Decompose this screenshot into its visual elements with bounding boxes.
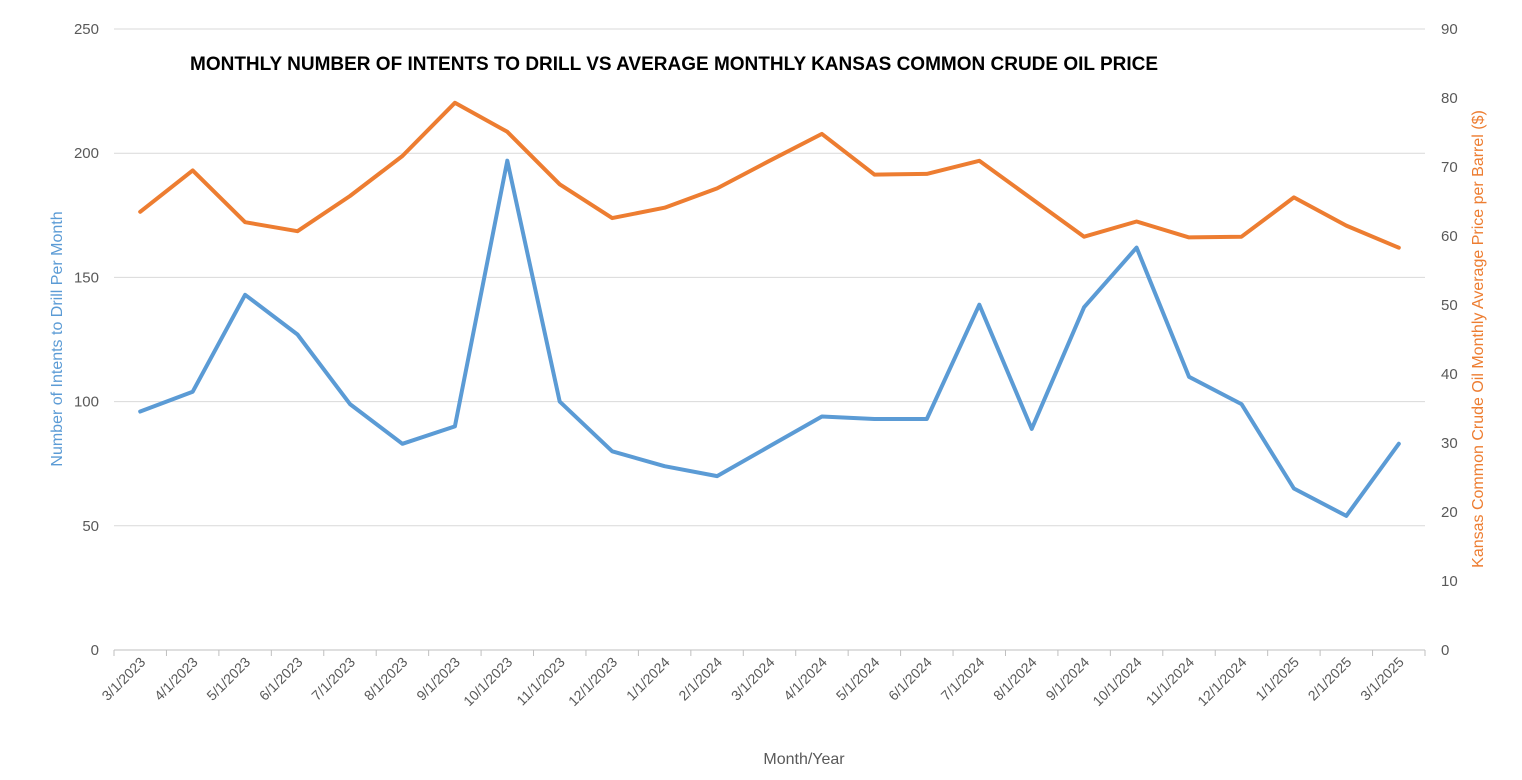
x-tick-label: 12/1/2023 [565,654,621,710]
x-tick-label: 3/1/2023 [98,654,148,704]
x-tick-label: 11/1/2024 [1143,654,1198,709]
y-axis-left-title: Number of Intents to Drill Per Month [49,211,66,466]
x-tick-label: 2/1/2025 [1305,654,1355,704]
x-tick-label: 7/1/2024 [938,654,988,704]
x-tick-label: 3/1/2025 [1357,654,1407,704]
x-tick-label: 8/1/2023 [361,654,411,704]
y-left-tick-label: 50 [82,518,99,535]
y-left-tick-label: 200 [74,145,99,162]
x-tick-label: 10/1/2023 [460,654,516,710]
chart-title: MONTHLY NUMBER OF INTENTS TO DRILL VS AV… [190,54,1158,75]
x-tick-label: 9/1/2023 [413,654,463,704]
x-tick-label: 4/1/2024 [780,654,830,704]
x-tick-label: 12/1/2024 [1194,654,1250,710]
y-right-tick-label: 60 [1441,228,1458,245]
y-right-tick-label: 90 [1441,21,1458,38]
y-left-tick-label: 150 [74,269,99,286]
x-tick-label: 1/1/2025 [1252,654,1302,704]
y-left-tick-label: 0 [91,642,99,659]
x-tick-label: 9/1/2024 [1042,654,1092,704]
y-right-tick-label: 10 [1441,573,1458,590]
x-tick-label: 7/1/2023 [308,654,358,704]
series-lines [138,100,1401,518]
y-right-tick-label: 20 [1441,504,1458,521]
x-tick-label: 4/1/2023 [151,654,201,704]
x-tick-label: 5/1/2023 [203,654,253,704]
y-right-tick-label: 40 [1441,366,1458,383]
x-axis: 3/1/2023 4/1/2023 5/1/2023 6/1/2023 7/1/2023… [98,649,1426,710]
y-right-tick-label: 50 [1441,297,1458,314]
y-axis-right: 0 10 20 30 40 50 60 70 80 90 [1441,21,1458,659]
y-left-tick-label: 100 [74,394,99,411]
x-tick-label: 6/1/2023 [256,654,306,704]
x-tick-label: 3/1/2024 [728,654,778,704]
x-tick-label: 8/1/2024 [990,654,1040,704]
oil-price-series-line [138,100,1401,250]
x-tick-label: 11/1/2023 [513,654,568,709]
y-right-tick-label: 70 [1441,159,1458,176]
y-right-tick-label: 30 [1441,435,1458,452]
y-right-tick-label: 80 [1441,90,1458,107]
x-tick-label: 2/1/2024 [675,654,725,704]
y-axis-left: 0 50 100 150 200 250 [74,21,99,659]
y-left-tick-label: 250 [74,21,99,38]
gridlines [114,28,1425,527]
y-axis-right-title: Kansas Common Crude Oil Monthly Average … [1470,110,1487,568]
x-tick-label: 10/1/2024 [1089,654,1145,710]
x-tick-label: 5/1/2024 [833,654,883,704]
x-tick-label: 6/1/2024 [885,654,935,704]
x-tick-label: 1/1/2024 [623,654,673,704]
intents-to-drill-series-line [138,158,1401,518]
y-right-tick-label: 0 [1441,642,1449,659]
x-axis-title: Month/Year [763,751,845,768]
